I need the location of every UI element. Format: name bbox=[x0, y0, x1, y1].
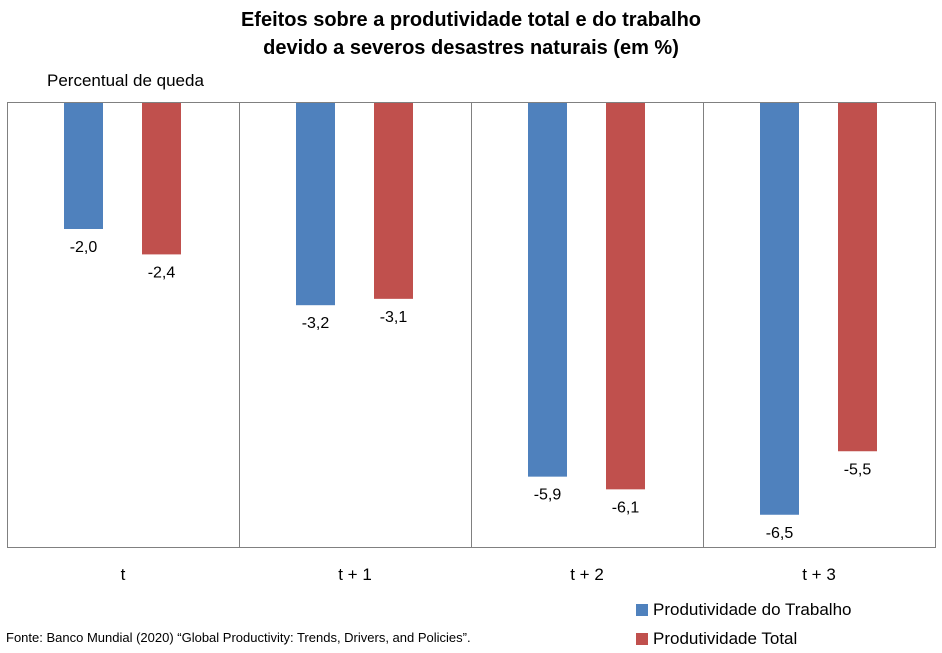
legend: Produtividade do Trabalho Produtividade … bbox=[636, 595, 851, 653]
bar-total bbox=[142, 102, 181, 255]
data-label-trabalho: -5,9 bbox=[534, 487, 562, 504]
source-note: Fonte: Banco Mundial (2020) “Global Prod… bbox=[6, 630, 471, 645]
bar-total bbox=[606, 102, 645, 490]
legend-label-total: Produtividade Total bbox=[653, 628, 798, 648]
bar-trabalho bbox=[528, 102, 567, 477]
y-axis-label: Percentual de queda bbox=[47, 71, 204, 90]
data-label-trabalho: -6,5 bbox=[766, 525, 794, 542]
bar-trabalho bbox=[760, 102, 799, 515]
data-label-total: -3,1 bbox=[380, 309, 408, 326]
chart-title-line1: Efeitos sobre a produtividade total e do… bbox=[240, 9, 702, 31]
x-tick-label: t + 2 bbox=[570, 565, 604, 584]
chart-title: Efeitos sobre a produtividade total e do… bbox=[0, 6, 942, 62]
chart-title-line2: devido a severos desastres naturais (em … bbox=[263, 37, 679, 59]
x-tick-label: t + 3 bbox=[802, 565, 836, 584]
legend-item-trabalho: Produtividade do Trabalho bbox=[636, 595, 851, 624]
bar-trabalho bbox=[64, 102, 103, 229]
data-label-total: -5,5 bbox=[844, 461, 872, 478]
bar-total bbox=[838, 102, 877, 452]
legend-swatch-trabalho bbox=[636, 603, 648, 616]
data-label-trabalho: -3,2 bbox=[302, 315, 330, 332]
x-tick-label: t + 1 bbox=[338, 565, 372, 584]
data-label-total: -6,1 bbox=[612, 499, 640, 516]
bar-total bbox=[374, 102, 413, 299]
legend-item-total: Produtividade Total bbox=[636, 624, 851, 653]
x-tick-label: t bbox=[121, 565, 126, 584]
data-label-trabalho: -2,0 bbox=[70, 239, 98, 256]
legend-label-trabalho: Produtividade do Trabalho bbox=[653, 599, 852, 619]
data-label-total: -2,4 bbox=[148, 264, 176, 281]
legend-swatch-total bbox=[636, 632, 648, 645]
bar-trabalho bbox=[296, 102, 335, 306]
